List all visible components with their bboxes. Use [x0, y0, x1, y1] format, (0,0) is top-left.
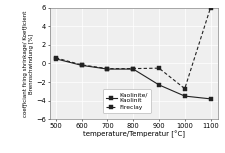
Y-axis label: coefƒiciant firing shrinkage/ Koefƒicient
Brennschwindung [%]: coefƒiciant firing shrinkage/ Koefƒicien…	[23, 10, 34, 117]
Kaolinite/
Kaolinit	[132, 68, 135, 70]
Kaolinite/
Kaolinit	[55, 58, 57, 60]
Kaolinite/
Kaolinit	[80, 64, 83, 66]
Line: Kaolinite/
Kaolinit: Kaolinite/ Kaolinit	[54, 57, 212, 100]
Kaolinite/
Kaolinit	[209, 98, 212, 100]
Fireclay	[158, 67, 160, 69]
Legend: Kaolinite/
Kaolinit, Fireclay: Kaolinite/ Kaolinit, Fireclay	[103, 89, 151, 113]
Fireclay	[106, 68, 109, 69]
Fireclay	[209, 7, 212, 9]
Kaolinite/
Kaolinit	[158, 84, 160, 86]
Fireclay	[132, 68, 135, 69]
Fireclay	[55, 57, 57, 59]
Fireclay	[80, 64, 83, 66]
Fireclay	[183, 88, 186, 90]
X-axis label: temperature/Temperatur [°C]: temperature/Temperatur [°C]	[83, 131, 185, 138]
Line: Fireclay: Fireclay	[54, 6, 212, 90]
Kaolinite/
Kaolinit	[106, 68, 109, 70]
Kaolinite/
Kaolinit	[183, 95, 186, 97]
